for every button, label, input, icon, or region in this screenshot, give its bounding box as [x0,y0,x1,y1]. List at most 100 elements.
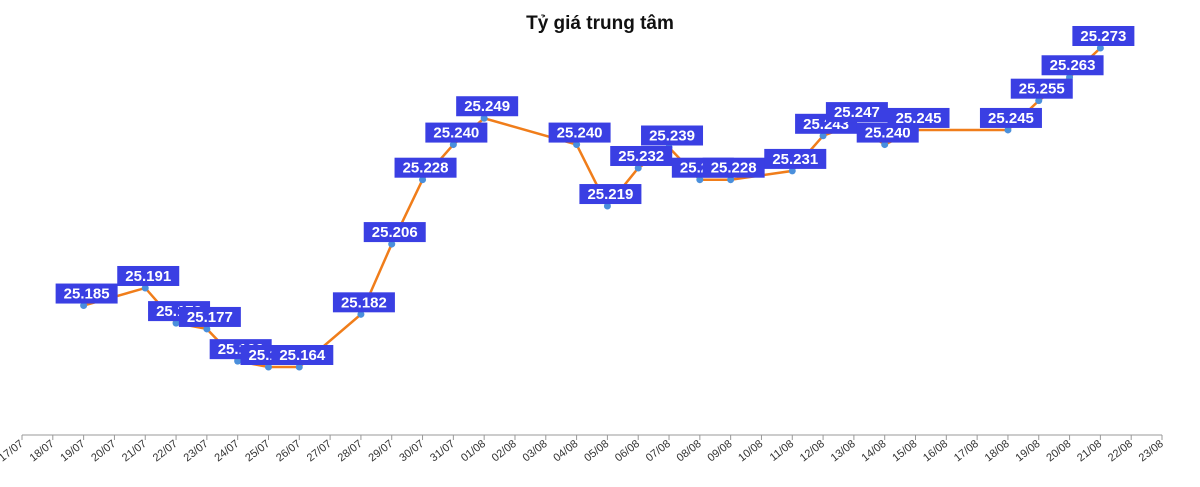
point [141,284,149,292]
value-label: 25.255 [1010,78,1073,99]
value-label-text: 25.232 [618,148,664,165]
x-tick-label: 12/08 [798,438,827,464]
point [449,141,457,149]
point [603,202,611,210]
value-label-text: 25.219 [587,186,633,203]
value-label-text: 25.228 [711,160,757,177]
x-tick-label: 13/08 [829,438,858,464]
value-label: 25.245 [887,107,950,128]
x-tick-label: 03/08 [521,438,550,464]
value-label: 25.228 [702,157,765,178]
value-label-box [332,292,395,313]
value-label: 25.249 [456,96,519,117]
value-label-text: 25.247 [834,104,880,121]
point [172,319,180,327]
value-label-box [702,157,765,178]
value-label-box [825,102,888,123]
x-tick-label: 19/08 [1014,438,1043,464]
value-label-box [1072,26,1135,46]
x-tick-label: 31/07 [428,438,457,464]
value-label-text: 25.240 [865,125,911,142]
value-label-text: 25.239 [649,127,695,144]
x-tick-label: 24/07 [212,438,241,464]
value-label-box [271,345,334,365]
value-label-box [979,107,1042,128]
x-tick-label: 29/07 [366,438,395,464]
point [727,176,735,184]
point [788,167,796,175]
value-label: 25.206 [363,222,426,243]
point [1096,44,1104,52]
point [295,363,303,371]
point [819,132,827,140]
value-label: 25.228 [394,157,457,178]
x-tick-label: 10/08 [736,438,765,464]
value-label: 25.177 [178,306,241,327]
x-tick-label: 16/08 [921,438,950,464]
value-label-box [425,122,488,143]
x-tick-label: 07/08 [644,438,673,464]
value-label: 25.273 [1072,26,1135,46]
value-label-text: 25.164 [279,347,326,364]
point [234,357,242,365]
x-tick-label: 14/08 [859,438,888,464]
value-label: 25.240 [425,122,488,143]
value-label-box [363,222,426,243]
value-label-box [1041,55,1104,76]
value-label-text: 25.240 [433,125,479,142]
point [419,176,427,184]
x-tick-label: 28/07 [336,438,365,464]
point [1035,97,1043,105]
value-label: 25.239 [641,125,704,146]
value-label-text: 25.228 [403,160,449,177]
x-tick-label: 26/07 [274,438,303,464]
x-tick-label: 23/08 [1137,438,1166,464]
x-tick-label: 15/08 [890,438,919,464]
x-tick-label: 22/08 [1106,438,1135,464]
chart-title: Tỷ giá trung tâm [526,13,674,34]
point [696,176,704,184]
value-label-text: 25.182 [341,294,387,311]
x-tick-label: 09/08 [705,438,734,464]
point [573,141,581,149]
value-label-text: 25.255 [1019,81,1065,98]
value-label-text: 25.249 [464,98,510,115]
point [1004,126,1012,134]
value-label-text: 25.245 [988,110,1034,127]
value-label-text: 25.240 [557,125,603,142]
value-label-box [178,306,241,327]
x-tick-label: 21/08 [1075,438,1104,464]
x-tick-label: 19/07 [58,438,87,464]
x-tick-label: 18/07 [28,438,57,464]
value-label-text: 25.245 [896,110,942,127]
value-label: 25.245 [979,107,1042,128]
x-tick-label: 20/07 [89,438,118,464]
x-tick-label: 04/08 [551,438,580,464]
value-label: 25.247 [825,102,888,123]
value-label-box [1010,78,1073,99]
x-tick-label: 30/07 [397,438,426,464]
value-label-text: 25.177 [187,309,233,326]
x-tick-label: 21/07 [120,438,149,464]
x-tick-label: 25/07 [243,438,272,464]
point [357,310,365,318]
value-label: 25.240 [548,122,611,143]
value-label-text: 25.185 [64,286,110,303]
value-label-text: 25.231 [772,151,818,168]
point [80,302,88,310]
value-label-text: 25.263 [1050,57,1096,74]
value-label: 25.191 [117,265,180,286]
value-label-text: 25.206 [372,224,418,241]
value-label: 25.185 [55,283,118,304]
point [634,164,642,172]
point [264,363,272,371]
value-label-box [55,283,118,304]
x-tick-label: 06/08 [613,438,642,464]
point [388,240,396,248]
value-label-box [456,96,519,117]
value-label-box [117,265,180,286]
value-label: 25.182 [332,292,395,313]
value-label: 25.164 [271,345,334,365]
x-tick-label: 20/08 [1044,438,1073,464]
